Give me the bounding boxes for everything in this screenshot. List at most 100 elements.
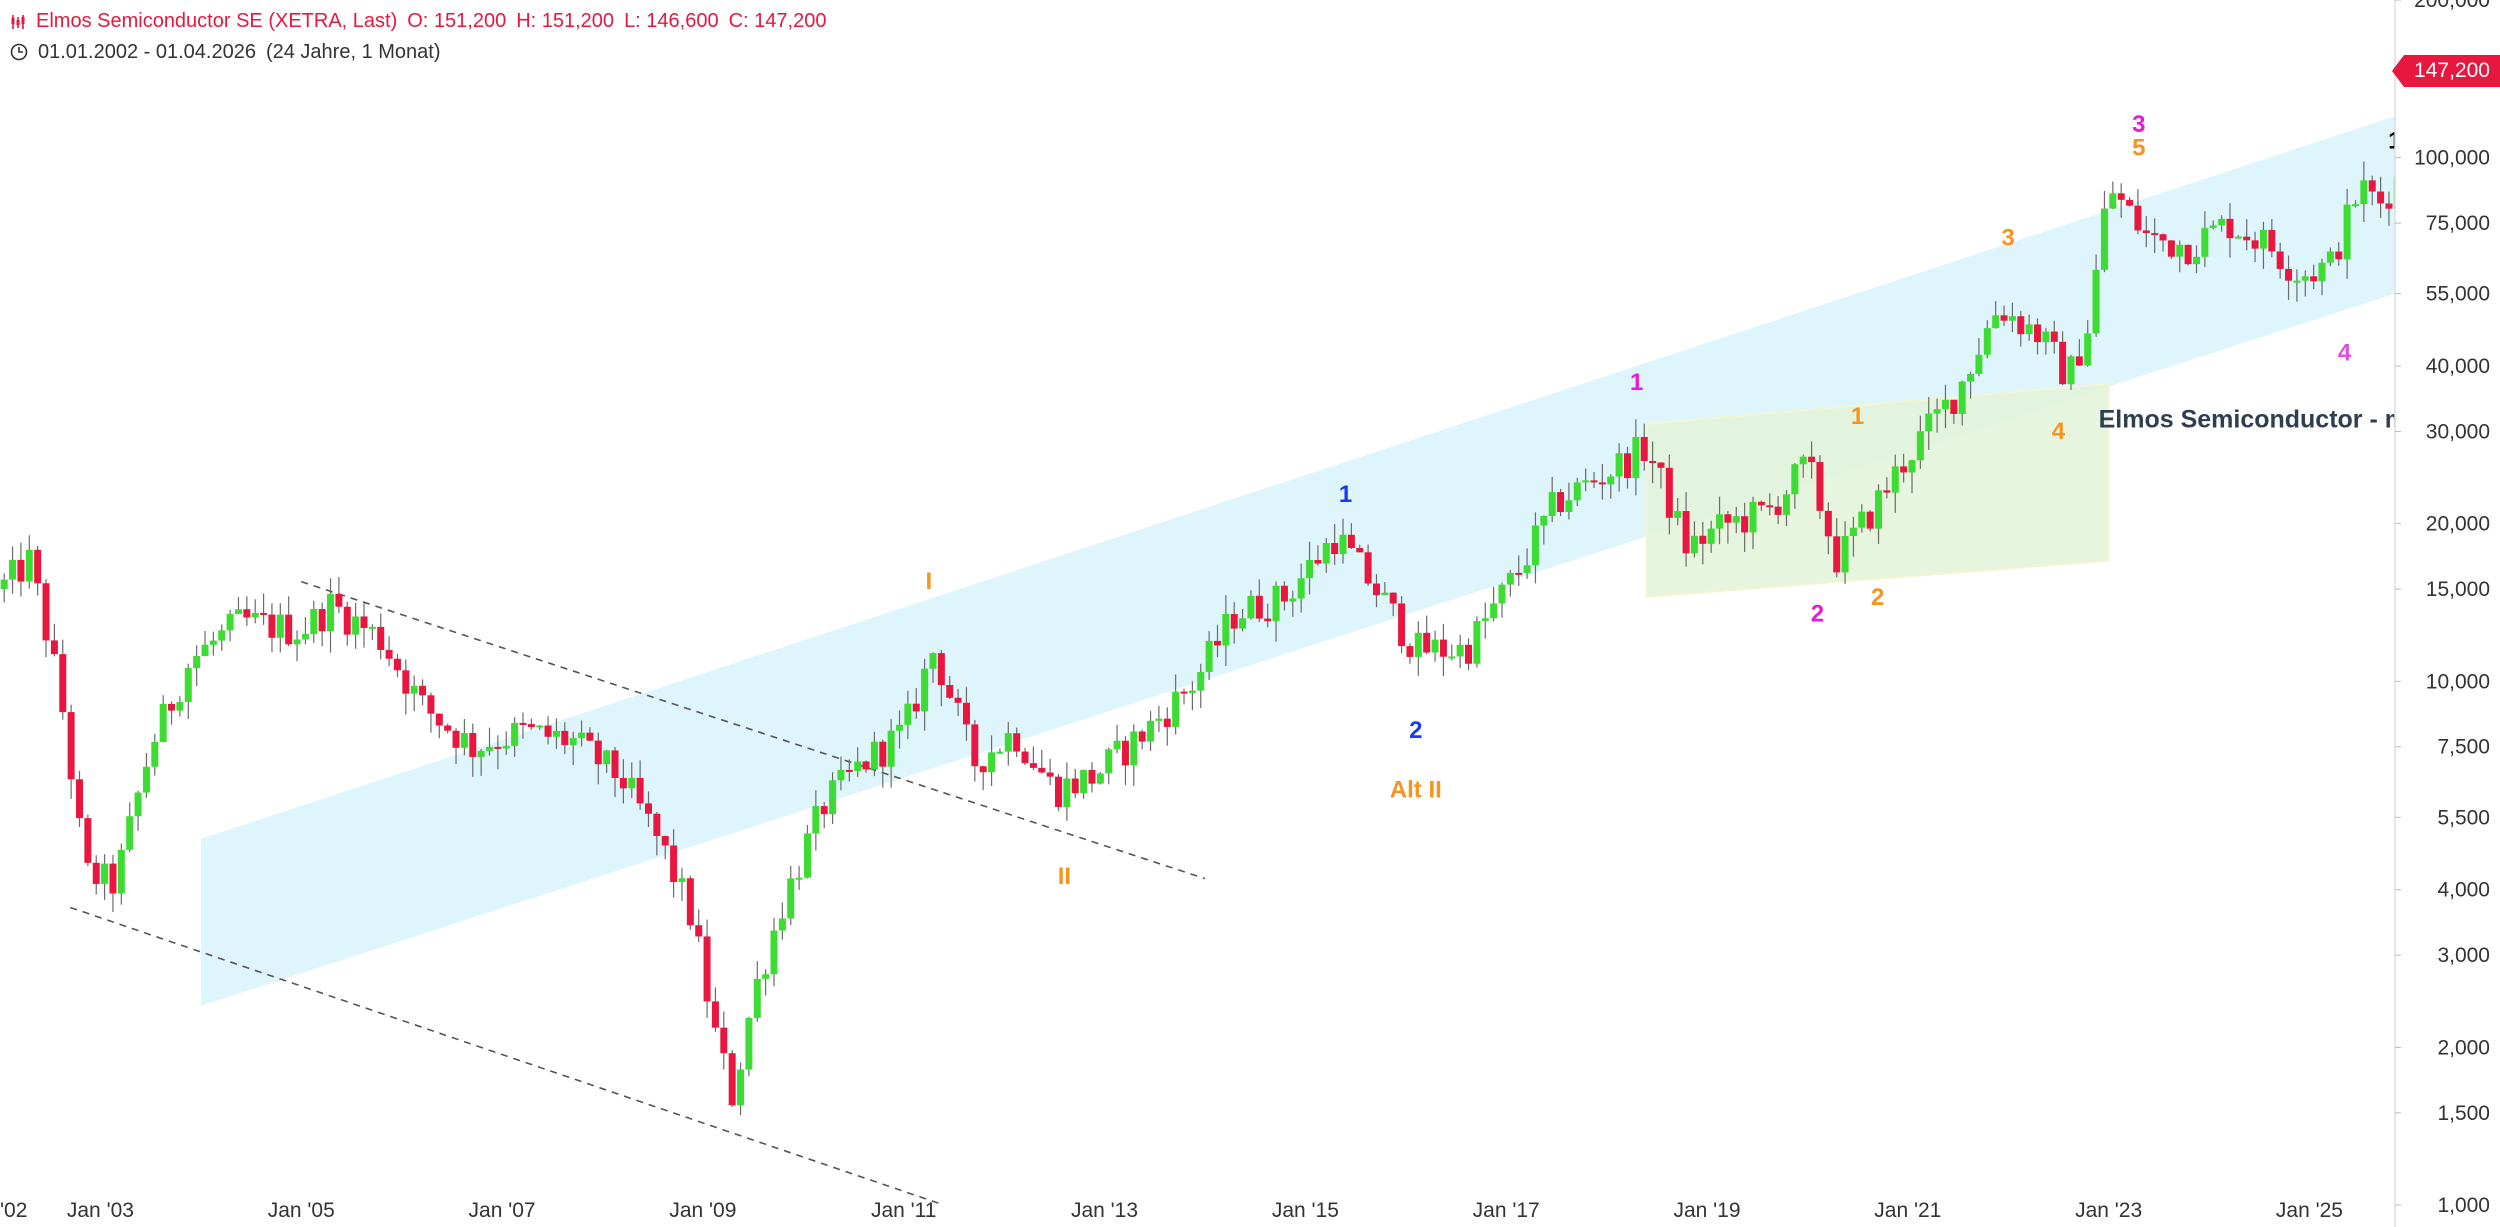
candle [1013,727,1021,757]
candle-body [2226,218,2234,239]
candle-body [2218,218,2226,226]
candle-body [1147,720,1155,742]
wave-label: 2 [1409,717,1422,744]
candle-body [101,863,109,884]
candle-body [1105,749,1113,774]
candle [293,630,301,662]
candle-body [1481,618,1489,622]
candle [2075,339,2083,366]
candle-body [1707,528,1715,544]
candle [1473,616,1481,668]
candle [1582,468,1590,492]
candle [820,802,828,829]
candle [2377,176,2385,218]
candle-body [1875,490,1883,529]
candle-body [661,836,669,846]
candle-body [1883,490,1891,493]
candle [1481,602,1489,639]
candle [1080,769,1088,799]
candle [2042,328,2050,355]
wave-label: II [1058,863,1071,890]
candle-body [2385,203,2393,209]
candle [1858,504,1866,533]
candle-body [1983,328,1991,355]
instrument-header: Elmos Semiconductor SE (XETRA, Last) O: 1… [10,10,836,36]
candle [2008,302,2016,333]
candle [929,652,937,683]
candle [720,1011,728,1070]
candle [1548,476,1556,523]
candle-body [1289,598,1297,602]
candle-body [2301,276,2309,281]
candle [1055,773,1063,812]
candle-body [2209,225,2217,229]
candle [1406,643,1414,664]
candle [1414,621,1422,676]
candle-body [1540,515,1548,526]
candle [1958,380,1966,426]
candle [2117,183,2125,218]
y-tick-label: 2,000 [2437,1036,2490,1059]
candle-body [1155,718,1163,721]
candle [2234,235,2242,239]
candle [1682,492,1690,567]
candle-body [1941,399,1949,410]
candle-body [695,925,703,937]
candle [126,802,134,853]
candle-body [2067,356,2075,385]
candle [1531,512,1539,584]
candle-body [578,732,586,739]
candle-body [1172,691,1180,727]
candle [2293,269,2301,302]
candle-body [552,730,560,737]
candle-body [1565,500,1573,513]
candle [2209,220,2217,230]
candle [611,746,619,798]
candle-body [1180,691,1188,694]
trend-channel [200,116,2396,1006]
candle-body [1933,409,1941,414]
candle [101,854,109,900]
candle [1213,624,1221,658]
candle-body [1657,462,1665,468]
chart-title: Elmos Semiconductor - max [2099,406,2435,434]
candle-body [795,877,803,880]
candle-body [419,685,427,696]
candle-body [1891,466,1899,493]
candle-body [962,702,970,725]
candle-body [67,712,75,780]
candle-body [1506,572,1514,585]
candle [728,1050,736,1108]
candle [670,829,678,898]
candle-body [971,724,979,767]
candle [1322,537,1330,573]
candle [1615,443,1623,492]
candle-body [1490,603,1498,619]
candle-body [410,685,418,694]
candle-body [452,730,460,748]
candle-body [711,1001,719,1028]
candle [845,759,853,782]
candle [1699,521,1707,565]
candle-body [1322,543,1330,564]
candle [1431,630,1439,662]
candle [310,600,318,644]
candle-body [2251,240,2259,249]
candle-body [2377,191,2385,204]
candle [301,617,309,645]
candle [1573,477,1581,507]
candle [1113,724,1121,754]
candle-body [134,792,142,817]
candle-body [2259,229,2267,249]
candle [117,843,125,905]
candle [527,718,535,730]
candle [1908,459,1916,494]
candle-body [812,806,820,834]
candle [2385,191,2393,226]
candle [1707,520,1715,553]
candle [1423,615,1431,655]
candle [1381,581,1389,596]
candle-body [2360,180,2368,205]
candle-body [1372,583,1380,596]
